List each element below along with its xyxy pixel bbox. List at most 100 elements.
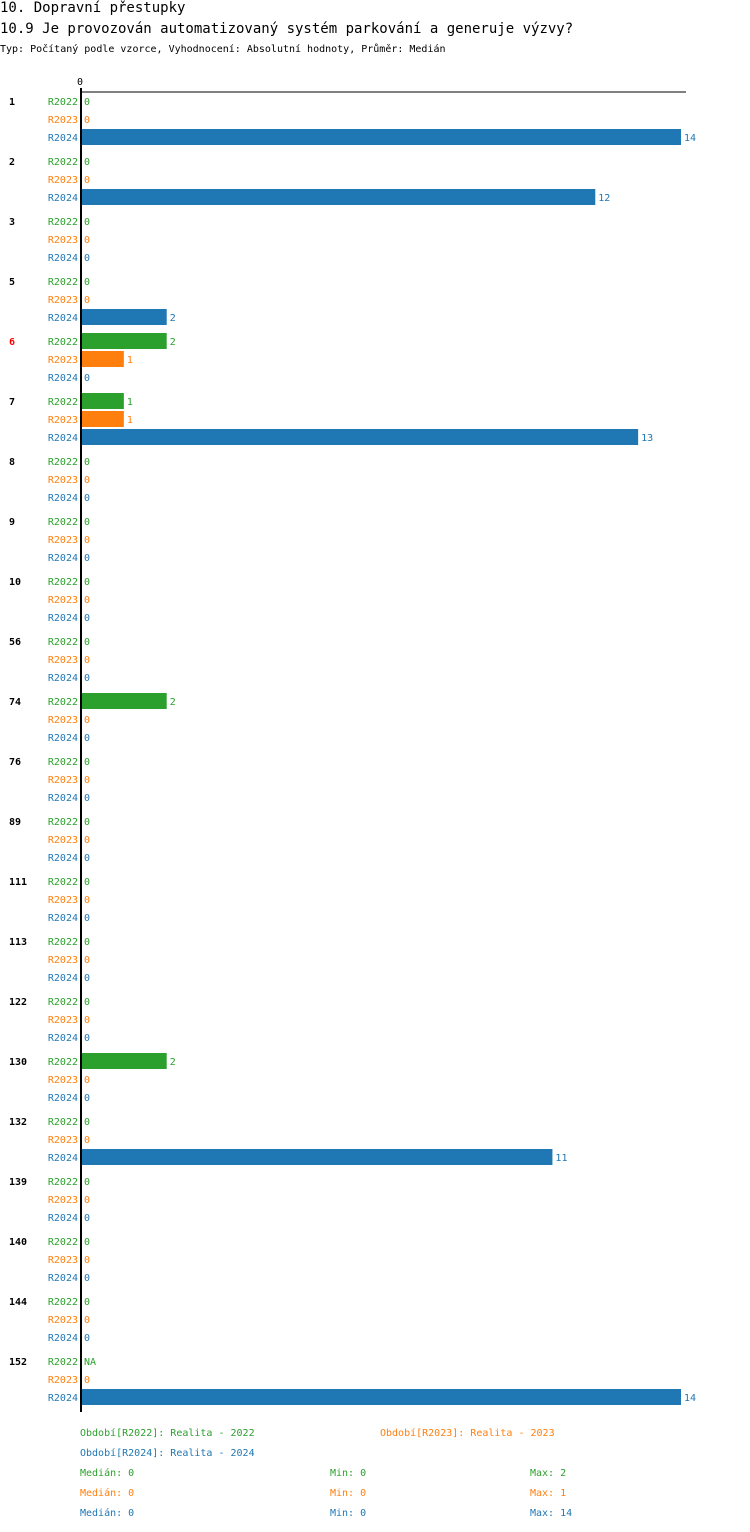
category-label: 8 [9, 457, 15, 468]
series-label: R2023 [48, 955, 78, 966]
data-label: 1 [127, 397, 133, 408]
series-label: R2022 [48, 757, 78, 768]
series-label: R2022 [48, 457, 78, 468]
data-label: 0 [84, 1177, 90, 1188]
series-label: R2024 [48, 733, 78, 744]
bar-r2024 [81, 1389, 681, 1405]
data-label: 0 [84, 853, 90, 864]
data-label: 0 [84, 733, 90, 744]
category-label: 89 [9, 817, 21, 828]
series-label: R2022 [48, 277, 78, 288]
data-label: 0 [84, 373, 90, 384]
series-label: R2023 [48, 895, 78, 906]
bar-r2024 [81, 189, 596, 205]
data-label: 0 [84, 217, 90, 228]
series-label: R2022 [48, 577, 78, 588]
series-label: R2022 [48, 1117, 78, 1128]
category-label: 56 [9, 637, 21, 648]
bar-r2022 [81, 1053, 167, 1069]
series-label: R2022 [48, 97, 78, 108]
legend-period-r2023: Období[R2023]: Realita - 2023 [380, 1428, 555, 1439]
series-label: R2024 [48, 553, 78, 564]
category-label: 113 [9, 937, 27, 948]
data-label: 0 [84, 775, 90, 786]
bar-r2023 [81, 351, 124, 367]
data-label: 13 [641, 433, 653, 444]
data-label: 1 [127, 355, 133, 366]
stat-median-r2023: Medián: 0 [80, 1488, 135, 1499]
series-label: R2023 [48, 1195, 78, 1206]
bar-r2022 [81, 693, 167, 709]
data-label: 0 [84, 253, 90, 264]
series-label: R2022 [48, 517, 78, 528]
data-label: 0 [84, 1033, 90, 1044]
series-label: R2024 [48, 433, 78, 444]
stat-max-r2023: Max: 1 [530, 1488, 567, 1499]
series-label: R2022 [48, 637, 78, 648]
category-label: 10 [9, 577, 21, 588]
series-label: R2022 [48, 997, 78, 1008]
series-label: R2022 [48, 337, 78, 348]
series-label: R2023 [48, 715, 78, 726]
series-label: R2022 [48, 1177, 78, 1188]
series-label: R2024 [48, 253, 78, 264]
data-label: 0 [84, 835, 90, 846]
series-label: R2024 [48, 793, 78, 804]
data-label: 0 [84, 973, 90, 984]
category-label: 140 [9, 1237, 27, 1248]
stat-max-r2024: Max: 14 [530, 1508, 573, 1519]
data-label: 0 [84, 1117, 90, 1128]
data-label: 0 [84, 997, 90, 1008]
data-label: 14 [684, 133, 696, 144]
data-label: 0 [84, 1213, 90, 1224]
data-label: 1 [127, 415, 133, 426]
section-title: 10. Dopravní přestupky [0, 0, 186, 16]
series-label: R2024 [48, 973, 78, 984]
category-label: 139 [9, 1177, 27, 1188]
data-label: 0 [84, 715, 90, 726]
bar-r2024 [81, 429, 639, 445]
data-label: 0 [84, 493, 90, 504]
series-label: R2023 [48, 415, 78, 426]
data-label: 0 [84, 577, 90, 588]
category-label: 7 [9, 397, 15, 408]
series-label: R2022 [48, 817, 78, 828]
stat-min-r2022: Min: 0 [330, 1468, 367, 1479]
category-label: 3 [9, 217, 15, 228]
series-label: R2023 [48, 1375, 78, 1386]
series-label: R2023 [48, 835, 78, 846]
data-label: 0 [84, 913, 90, 924]
category-label: 152 [9, 1357, 27, 1368]
series-label: R2022 [48, 697, 78, 708]
series-label: R2022 [48, 1297, 78, 1308]
data-label: 0 [84, 895, 90, 906]
category-label: 122 [9, 997, 27, 1008]
data-label: 14 [684, 1393, 696, 1404]
series-label: R2024 [48, 373, 78, 384]
data-label: 0 [84, 1273, 90, 1284]
series-label: R2023 [48, 1075, 78, 1086]
series-label: R2022 [48, 1057, 78, 1068]
series-label: R2024 [48, 1153, 78, 1164]
data-label: 0 [84, 1315, 90, 1326]
series-label: R2022 [48, 1237, 78, 1248]
data-label: 12 [598, 193, 610, 204]
series-label: R2024 [48, 853, 78, 864]
series-label: R2023 [48, 175, 78, 186]
stat-min-r2024: Min: 0 [330, 1508, 367, 1519]
data-label: 0 [84, 1135, 90, 1146]
legend-period-r2024: Období[R2024]: Realita - 2024 [80, 1448, 255, 1459]
category-label: 1 [9, 97, 15, 108]
stat-median-r2022: Medián: 0 [80, 1468, 135, 1479]
data-label: 0 [84, 793, 90, 804]
category-label: 2 [9, 157, 15, 168]
data-label: 0 [84, 757, 90, 768]
data-label: 0 [84, 235, 90, 246]
series-label: R2022 [48, 157, 78, 168]
data-label: 0 [84, 673, 90, 684]
series-label: R2023 [48, 775, 78, 786]
series-label: R2023 [48, 1255, 78, 1266]
series-label: R2022 [48, 877, 78, 888]
series-label: R2022 [48, 217, 78, 228]
series-label: R2023 [48, 355, 78, 366]
